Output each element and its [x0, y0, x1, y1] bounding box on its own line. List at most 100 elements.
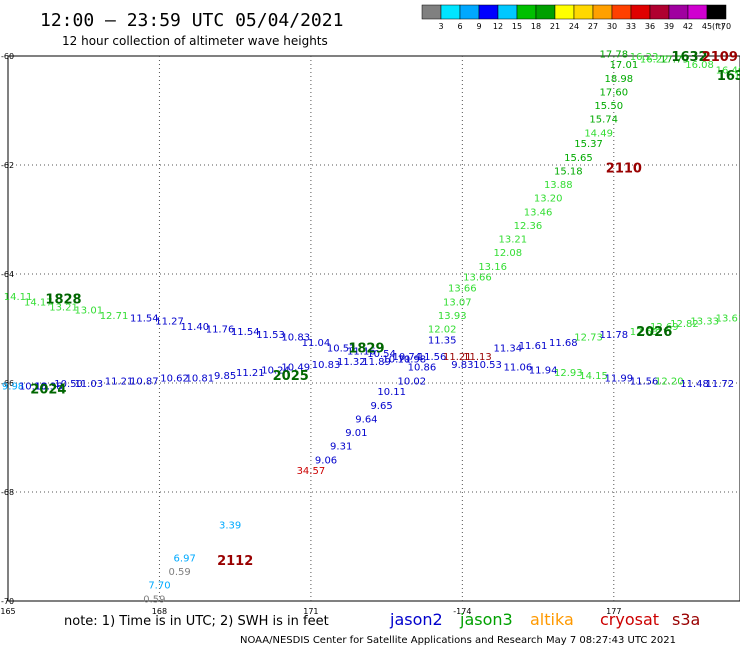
swh-value-label: 6.97: [174, 553, 196, 564]
x-tick-label: -174: [453, 607, 471, 616]
colorbar-tick: 18: [531, 22, 541, 31]
swh-value-label: 11.61: [519, 341, 548, 352]
colorbar-tick: 24: [569, 22, 579, 31]
swh-value-label: 9.83: [451, 360, 473, 371]
swh-value-label: 11.56: [418, 352, 447, 363]
swh-value-label: 11.03: [74, 379, 103, 390]
pass-time-label: 2109: [702, 50, 738, 65]
y-tick-label: -60: [1, 52, 14, 61]
plot-frame: [7, 55, 740, 602]
swh-value-label: 14.11: [4, 292, 33, 303]
swh-value-label: 10.81: [186, 374, 215, 385]
satellite-legend-cryosat: cryosat: [600, 610, 659, 629]
x-tick-label: 165: [0, 607, 15, 616]
swh-value-label: 12.82: [670, 319, 699, 330]
colorbar-tick: 21: [550, 22, 560, 31]
swh-value-label: 13.21: [499, 235, 528, 246]
swh-value-label: 13.46: [524, 207, 553, 218]
y-tick-label: -70: [1, 597, 14, 606]
swh-value-label: 10.53: [473, 360, 502, 371]
colorbar-swatch: [573, 4, 594, 20]
swh-value-label: 10.18: [19, 382, 48, 393]
colorbar-tick: 30: [607, 22, 617, 31]
swh-value-label: 10.02: [398, 376, 427, 387]
swh-value-label: 13.66: [448, 284, 477, 295]
colorbar-tick: 70: [721, 22, 731, 31]
swh-value-label: 15.37: [574, 139, 603, 150]
colorbar-tick: 12: [493, 22, 503, 31]
swh-value-label: 9.64: [355, 414, 377, 425]
colorbar-tick: 15: [512, 22, 522, 31]
colorbar-swatch: [478, 4, 499, 20]
x-axis-ticks: 165 168 171 -174 177: [0, 607, 621, 616]
swh-value-label: 15.74: [589, 115, 618, 126]
colorbar-swatch: [611, 4, 632, 20]
swh-value-label: 16.40: [716, 66, 740, 77]
swh-value-label: 12.71: [100, 311, 129, 322]
grid-lines: [8, 56, 740, 601]
plot-area: 165 168 171 -174 177 -60 -62 -64 -66 -68 -70 14.1…: [0, 49, 740, 616]
swh-value-label: 7.70: [148, 581, 170, 592]
y-tick-label: -66: [1, 379, 14, 388]
swh-value-label: 11.13: [463, 352, 492, 363]
swh-value-label: 10.87: [130, 376, 159, 387]
colorbar-tick: 33: [626, 22, 636, 31]
colorbar-tick: 6: [457, 22, 462, 31]
swh-value-label: 0.59: [169, 567, 191, 578]
swh-value-label: 12.63: [630, 327, 659, 338]
pass-time-label: 2025: [273, 369, 309, 384]
colorbar-swatch: [459, 4, 480, 20]
swh-value-label: 10.38: [34, 382, 63, 393]
swh-value-label: 11.94: [529, 365, 558, 376]
swh-value-label: 13.16: [478, 262, 507, 273]
swh-value-label: 13.93: [438, 311, 467, 322]
swh-value-label: 11.21: [105, 376, 134, 387]
colorbar-swatch: [592, 4, 613, 20]
colorbar-swatch: [649, 4, 670, 20]
swh-value-label: 11.72: [705, 379, 734, 390]
swh-value-label: 14.17: [24, 297, 53, 308]
swh-value-label: 11.78: [599, 330, 628, 341]
colorbar-swatch: [668, 4, 689, 20]
swh-value-label: 10.62: [160, 374, 189, 385]
colorbar-tick: 42: [683, 22, 693, 31]
colorbar-unit: (ft): [712, 22, 724, 31]
swh-value-label: 11.04: [302, 338, 331, 349]
x-tick-label: 168: [152, 607, 167, 616]
swh-value-label: 14.15: [579, 371, 608, 382]
satellite-legend: jason2 jason3 altika cryosat s3a: [389, 610, 700, 629]
x-tick-label: 171: [303, 607, 318, 616]
y-axis-ticks: -60 -62 -64 -66 -68 -70: [1, 52, 14, 606]
pass-time-label: 1829: [348, 342, 384, 357]
swh-value-label: 10.98: [398, 354, 427, 365]
swh-value-label: 16.22: [640, 55, 669, 66]
y-tick-label: -68: [1, 488, 14, 497]
satellite-legend-jason2: jason2: [389, 610, 443, 629]
swh-value-label: 10.83: [281, 333, 310, 344]
swh-value-label: 10.50: [54, 379, 83, 390]
colorbar-swatch: [440, 4, 461, 20]
swh-value-label: 34.57: [297, 466, 326, 477]
credit-line: NOAA/NESDIS Center for Satellite Applica…: [240, 635, 676, 646]
colorbar-swatch: [554, 4, 575, 20]
swh-value-label: 10.71: [382, 354, 411, 365]
swh-value-label: 11.35: [428, 335, 457, 346]
swh-value-label: 15.50: [594, 101, 623, 112]
x-tick-label: 177: [606, 607, 621, 616]
colorbar-swatch: [687, 4, 708, 20]
swh-value-label: 11.48: [680, 379, 709, 390]
swh-value-label: 11.99: [605, 374, 634, 385]
pass-time-label: 2112: [217, 554, 253, 569]
swh-value-label: 13.33: [690, 316, 719, 327]
swh-value-label: 10.49: [281, 363, 310, 374]
chart-title: 12:00 – 23:59 UTC 05/04/2021: [40, 10, 343, 31]
colorbar-swatch: [535, 4, 556, 20]
swh-value-label: 12.73: [574, 333, 603, 344]
swh-value-label: 11.54: [130, 314, 159, 325]
swh-value-label: 12.02: [428, 325, 457, 336]
swh-value-label: 17.60: [599, 87, 628, 98]
swh-value-label: 10.74: [392, 352, 421, 363]
swh-value-label: 10.53: [327, 344, 356, 355]
